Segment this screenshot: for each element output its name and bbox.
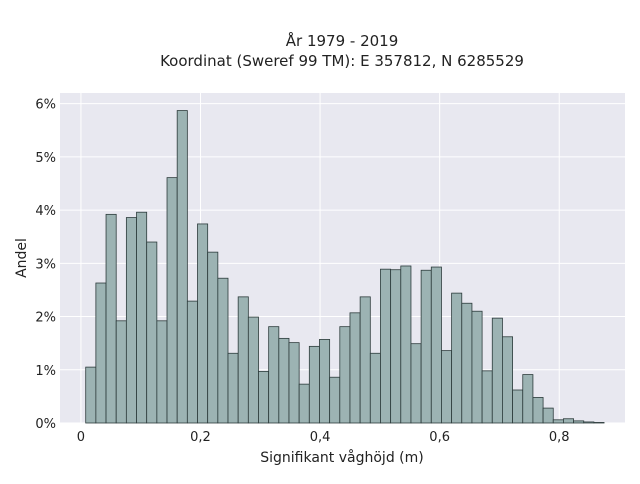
histogram-bar <box>115 320 127 424</box>
histogram-bar <box>380 268 392 424</box>
histogram-bar <box>532 397 544 424</box>
histogram-bar <box>176 110 188 424</box>
histogram-bar <box>563 418 574 424</box>
histogram-bar <box>125 217 137 424</box>
histogram-bar <box>349 312 361 424</box>
x-tick-label: 0,8 <box>549 430 570 445</box>
x-tick-label: 0,2 <box>190 430 211 445</box>
histogram-bar <box>227 352 239 424</box>
histogram-bar <box>481 370 493 424</box>
x-tick-label: 0 <box>77 430 85 445</box>
histogram-bar <box>329 376 341 424</box>
chart-title-line1: År 1979 - 2019 <box>286 31 399 50</box>
bars-layer <box>85 110 605 424</box>
histogram-bar <box>319 339 331 424</box>
histogram-bar <box>542 407 554 424</box>
histogram-bar <box>583 421 595 424</box>
histogram-bar <box>461 302 473 424</box>
y-tick-label: 3% <box>35 257 56 272</box>
histogram-bar <box>95 282 107 424</box>
y-tick-label: 4% <box>35 204 56 219</box>
chart-title-line2: Koordinat (Sweref 99 TM): E 357812, N 62… <box>160 52 524 70</box>
histogram-bar <box>359 296 371 424</box>
histogram-bar <box>522 374 534 424</box>
histogram-bar <box>410 343 422 424</box>
histogram-bar <box>573 420 585 424</box>
y-tick-label: 2% <box>35 311 56 326</box>
histogram-bar <box>156 320 168 424</box>
histogram-bar <box>308 345 320 424</box>
histogram-bar <box>369 352 381 424</box>
histogram-bar <box>278 337 290 424</box>
x-tick-labels: 0 0,2 0,4 0,6 0,8 <box>77 430 570 445</box>
histogram-bar <box>207 251 219 424</box>
histogram-bar <box>258 370 270 424</box>
histogram-bar <box>400 265 412 424</box>
y-tick-label: 1% <box>35 364 56 379</box>
histogram-bar <box>471 310 483 424</box>
histogram-bar <box>339 326 351 424</box>
histogram-bar <box>105 213 117 424</box>
y-tick-label: 6% <box>35 98 56 113</box>
histogram-bar <box>85 366 97 424</box>
histogram-bar <box>247 316 259 424</box>
histogram-bar <box>552 419 564 424</box>
histogram-bar <box>146 241 158 424</box>
histogram-bar <box>166 177 178 424</box>
histogram-bar <box>420 269 432 424</box>
histogram-bar <box>430 266 442 424</box>
histogram-bar <box>491 317 503 424</box>
histogram-bar <box>268 326 280 424</box>
histogram-bar <box>197 223 209 424</box>
y-axis-label: Andel <box>14 238 30 278</box>
histogram-bar <box>298 383 310 424</box>
histogram-bar <box>451 292 463 424</box>
histogram-bar <box>186 300 198 424</box>
histogram-bar <box>593 422 605 424</box>
histogram-bar <box>136 211 148 424</box>
histogram-bar <box>288 342 300 424</box>
y-tick-label: 0% <box>35 417 56 432</box>
histogram-bar <box>512 389 524 424</box>
histogram-bar <box>502 336 513 424</box>
y-tick-labels: 0% 1% 2% 3% 4% 5% 6% <box>35 98 56 432</box>
histogram-bar <box>237 296 249 424</box>
x-tick-label: 0,4 <box>310 430 331 445</box>
histogram-bar <box>217 277 229 424</box>
histogram-bar <box>390 269 402 424</box>
x-tick-label: 0,6 <box>429 430 450 445</box>
histogram-bar <box>441 350 453 424</box>
x-axis-label: Signifikant våghöjd (m) <box>260 449 423 466</box>
y-tick-label: 5% <box>35 151 56 166</box>
